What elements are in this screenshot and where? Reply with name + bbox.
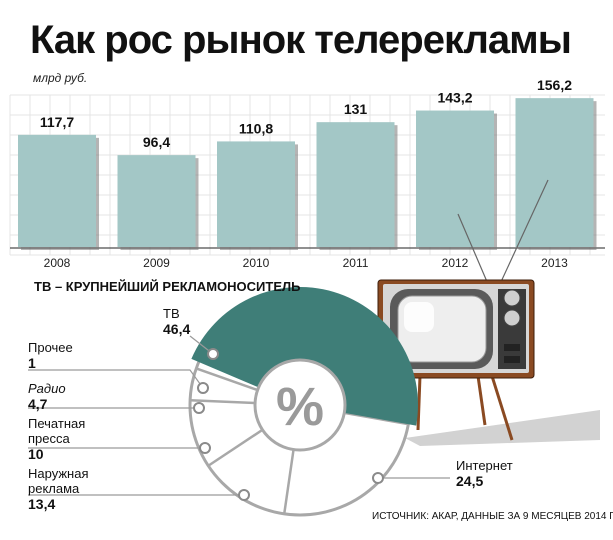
slice-label: Радио — [28, 381, 66, 396]
slice-label: пресса — [28, 431, 70, 446]
tv-antenna — [457, 213, 489, 285]
tv-set-illustration — [377, 179, 600, 446]
x-tick-label-2010: 2010 — [243, 256, 270, 270]
source-note: ИСТОЧНИК: АКАР, ДАННЫЕ ЗА 9 МЕСЯЦЕВ 2014… — [372, 511, 613, 522]
page-title: Как рос рынок телерекламы — [30, 18, 572, 62]
slice-label: Интернет — [456, 458, 513, 473]
donut-separator — [190, 398, 256, 405]
tv-knob-icon — [503, 289, 521, 307]
x-tick-label-2011: 2011 — [343, 256, 369, 270]
value-label-2011: 131 — [344, 101, 368, 117]
tv-screen-glare — [404, 302, 434, 332]
slice-marker — [207, 348, 219, 360]
slice-marker — [238, 489, 250, 501]
x-tick-label-2009: 2009 — [143, 256, 170, 270]
tv-leg — [476, 375, 487, 426]
value-label-2009: 96,4 — [143, 134, 170, 150]
x-tick-label-2012: 2012 — [442, 256, 469, 270]
donut-separator — [282, 449, 295, 515]
donut-center — [253, 358, 347, 452]
slice-label: Печатная — [28, 416, 85, 431]
slice-value: 24,5 — [456, 473, 483, 489]
bar-2008 — [18, 134, 96, 247]
value-label-2013: 156,2 — [537, 77, 572, 93]
slice-label: реклама — [28, 481, 80, 496]
tv-speaker-slot — [504, 344, 520, 351]
slice-marker — [193, 402, 205, 414]
slice-value: 4,7 — [28, 396, 48, 412]
bar-2011 — [316, 122, 395, 247]
tv-antenna — [499, 179, 549, 285]
tv-shadow — [405, 410, 600, 446]
slice-label: Наружная — [28, 466, 89, 481]
tv-leg — [416, 375, 422, 431]
bar-chart: 117,7 2008 96,4 2009 110,8 2010 131 2011 143,2 20… — [10, 77, 605, 270]
value-label-2012: 143,2 — [437, 90, 472, 106]
bar-2010 — [217, 141, 295, 247]
slice-marker — [199, 442, 211, 454]
tv-leg — [490, 375, 514, 441]
bar-2009 — [117, 155, 196, 247]
donut-slice-tv — [191, 286, 418, 426]
tv-speaker-slot — [504, 356, 520, 363]
percent-symbol: % — [276, 377, 324, 437]
value-label-2008: 117,7 — [40, 114, 74, 130]
bar-2012 — [416, 110, 494, 248]
slice-marker — [197, 382, 209, 394]
slice-label: Прочее — [28, 340, 73, 355]
donut-separator — [207, 428, 264, 467]
value-label-2010: 110,8 — [239, 120, 273, 136]
tv-knob-icon — [503, 309, 521, 327]
slice-value: 1 — [28, 355, 36, 371]
x-tick-label-2008: 2008 — [44, 256, 71, 270]
slice-label: ТВ — [163, 306, 180, 321]
slice-value: 13,4 — [28, 496, 55, 512]
slice-value: 10 — [28, 446, 44, 462]
donut-separator — [195, 367, 258, 392]
slice-value: 46,4 — [163, 321, 190, 337]
leader-line — [28, 369, 204, 389]
section-title: ТВ – КРУПНЕЙШИЙ РЕКЛАМОНОСИТЕЛЬ — [34, 279, 300, 294]
x-tick-label-2013: 2013 — [541, 256, 568, 270]
unit-label: млрд руб. — [33, 71, 88, 85]
slice-marker — [372, 472, 384, 484]
